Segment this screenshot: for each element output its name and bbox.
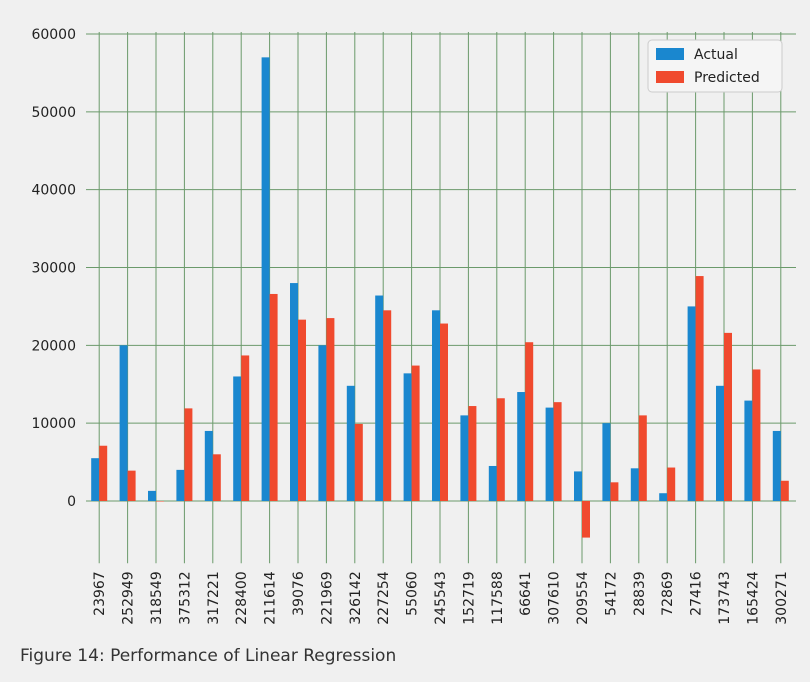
bar-actual-300271: [772, 430, 781, 501]
bar-predicted-307610: [553, 402, 562, 501]
bar-actual-66641: [517, 392, 526, 501]
bar-actual-211614: [261, 57, 270, 501]
x-tick-label: 300271: [774, 571, 790, 624]
x-tick-label: 318549: [149, 571, 165, 624]
bars: [91, 57, 789, 538]
bar-actual-55060: [403, 373, 412, 501]
legend-label-actual: Actual: [694, 47, 738, 63]
x-tick-label: 317221: [206, 571, 222, 624]
bar-actual-54172: [602, 423, 611, 501]
bar-predicted-72869: [667, 467, 676, 501]
legend-label-predicted: Predicted: [694, 70, 760, 86]
bar-predicted-375312: [184, 408, 193, 501]
x-tick-label: 72869: [660, 571, 676, 616]
legend: Actual Predicted: [647, 39, 783, 93]
bar-predicted-252949: [127, 470, 136, 501]
legend-swatch-predicted: [656, 71, 684, 83]
x-tick-label: 245543: [433, 571, 449, 624]
x-tick-label: 228400: [234, 571, 250, 624]
x-tick-label: 39076: [291, 571, 307, 616]
bar-predicted-318549: [156, 501, 164, 502]
x-tick-label: 375312: [177, 571, 193, 624]
x-axis-ticks: 23967 252949 318549 375312 317221 228400 21161…: [92, 571, 790, 625]
x-tick-label: 252949: [121, 571, 137, 624]
bar-predicted-54172: [610, 482, 619, 501]
bar-predicted-66641: [525, 342, 534, 501]
bar-predicted-173743: [724, 332, 732, 501]
bar-predicted-227254: [383, 310, 392, 501]
y-tick-label: 10000: [31, 416, 76, 432]
x-tick-label: 307610: [547, 571, 563, 624]
x-tick-label: 209554: [575, 571, 591, 625]
bar-actual-39076: [290, 283, 298, 501]
x-tick-label: 23967: [92, 571, 108, 616]
bar-actual-165424: [744, 400, 753, 501]
y-tick-label: 20000: [31, 338, 76, 354]
x-tick-label: 165424: [745, 571, 761, 625]
bar-actual-245543: [432, 310, 440, 501]
y-tick-label: 0: [67, 494, 76, 510]
x-tick-label: 66641: [518, 571, 534, 616]
bar-predicted-23967: [99, 445, 108, 501]
bar-actual-375312: [176, 469, 185, 501]
figure-caption: Figure 14: Performance of Linear Regress…: [20, 646, 397, 666]
bar-actual-28839: [630, 468, 639, 501]
bar-actual-307610: [545, 407, 554, 501]
y-tick-label: 50000: [31, 105, 76, 121]
bar-actual-318549: [148, 490, 156, 501]
bar-predicted-165424: [752, 369, 761, 501]
bar-actual-117588: [488, 465, 497, 501]
bar-actual-72869: [659, 493, 668, 501]
x-tick-label: 173743: [717, 571, 733, 624]
bar-actual-252949: [119, 345, 128, 501]
bar-actual-209554: [574, 471, 582, 501]
bar-actual-27416: [687, 306, 696, 501]
bar-predicted-152719: [468, 406, 477, 501]
bar-predicted-228400: [241, 355, 250, 501]
x-tick-label: 54172: [603, 571, 619, 616]
bar-predicted-245543: [440, 323, 448, 501]
bar-actual-326142: [346, 385, 355, 501]
x-tick-label: 326142: [348, 571, 364, 624]
bar-actual-228400: [233, 376, 242, 501]
bar-predicted-326142: [354, 423, 363, 501]
x-tick-label: 211614: [263, 571, 279, 625]
y-axis-ticks: 0 10000 20000 30000 40000 50000 60000: [31, 27, 76, 510]
x-tick-label: 117588: [490, 571, 506, 624]
bar-predicted-209554: [582, 501, 590, 538]
bar-predicted-55060: [411, 365, 420, 501]
bar-predicted-28839: [638, 415, 647, 501]
bar-actual-152719: [460, 415, 469, 501]
bar-predicted-27416: [695, 276, 704, 501]
x-tick-label: 227254: [376, 571, 392, 625]
bar-predicted-317221: [212, 454, 221, 501]
bar-predicted-221969: [326, 318, 335, 501]
x-tick-label: 152719: [461, 571, 477, 624]
x-tick-label: 27416: [689, 571, 705, 616]
x-tick-label: 221969: [319, 571, 335, 624]
bar-actual-221969: [318, 345, 327, 501]
bar-actual-227254: [375, 295, 384, 501]
x-tick-label: 28839: [632, 571, 648, 616]
bar-actual-317221: [204, 430, 213, 501]
bar-predicted-300271: [780, 480, 789, 501]
bar-predicted-117588: [496, 398, 505, 501]
y-tick-label: 30000: [31, 261, 76, 277]
y-tick-label: 40000: [31, 183, 76, 199]
bar-actual-173743: [716, 385, 724, 501]
bar-predicted-39076: [298, 319, 306, 501]
bar-chart: 0 10000 20000 30000 40000 50000 60000 23967 252…: [31, 27, 796, 625]
legend-swatch-actual: [656, 48, 684, 60]
bar-predicted-211614: [269, 293, 278, 501]
bar-actual-23967: [91, 458, 100, 501]
x-tick-label: 55060: [405, 571, 421, 616]
y-tick-label: 60000: [31, 27, 76, 43]
